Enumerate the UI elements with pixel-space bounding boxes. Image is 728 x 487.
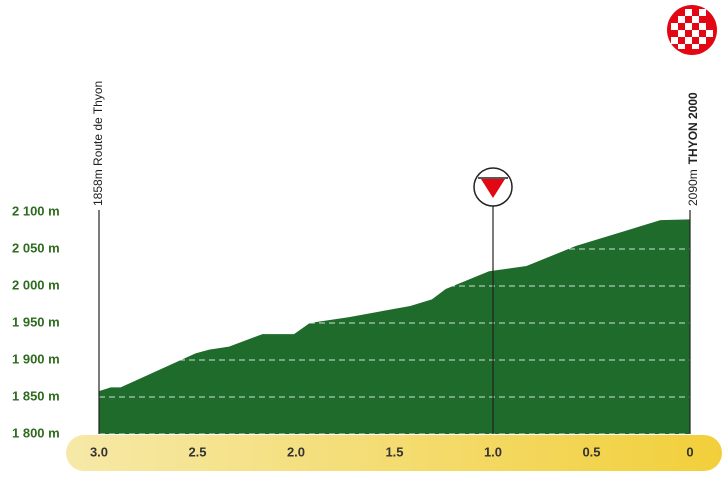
y-tick-label: 1 850 m: [12, 388, 60, 403]
distance-band: [66, 435, 722, 471]
y-tick-label: 2 050 m: [12, 240, 60, 255]
y-tick-label: 2 000 m: [12, 277, 60, 292]
elevation-area: [99, 219, 690, 434]
start-label: 1858m Route de Thyon: [91, 81, 105, 206]
x-tick-label: 3.0: [90, 444, 108, 459]
x-tick-label: 0.5: [582, 444, 600, 459]
x-tick-label: 1.0: [484, 444, 502, 459]
finish-label: 2090m THYON 2000: [686, 92, 700, 206]
y-tick-label: 2 100 m: [12, 203, 60, 218]
y-tick-label: 1 900 m: [12, 351, 60, 366]
flamme-rouge-triangle: [481, 179, 505, 198]
x-tick-label: 1.5: [385, 444, 403, 459]
x-tick-label: 2.0: [287, 444, 305, 459]
y-tick-label: 1 800 m: [12, 425, 60, 440]
x-tick-label: 2.5: [188, 444, 206, 459]
finish-icon: [667, 5, 717, 55]
finish-name: THYON 2000: [686, 92, 700, 164]
y-tick-label: 1 950 m: [12, 314, 60, 329]
finish-elevation: 2090m: [686, 169, 700, 206]
x-tick-label: 0: [686, 444, 693, 459]
